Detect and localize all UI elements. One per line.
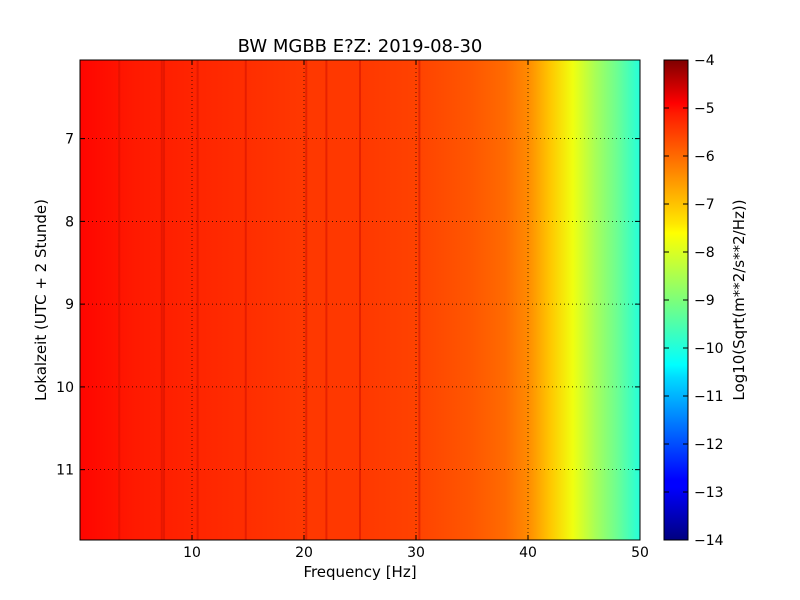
colorbar-tick-label: −8 [694,245,715,261]
plot-area [79,59,641,541]
grid [80,60,640,540]
x-tick-label: 30 [407,545,425,561]
colorbar: −4 −5 −6 −7 −8 −9 −10 −11 −12 −13 −14 [663,53,724,549]
colorbar-ticks: −4 −5 −6 −7 −8 −9 −10 −11 −12 −13 −14 [664,53,724,549]
x-axis-label: Frequency [Hz] [303,563,416,581]
x-tick-label: 50 [631,545,649,561]
colorbar-tick-label: −5 [694,101,715,117]
y-tick-label: 11 [56,463,74,479]
y-tick-label: 10 [56,380,74,396]
colorbar-tick-label: −4 [694,53,715,69]
y-tick-label: 9 [65,297,74,313]
colorbar-tick-label: −14 [694,533,724,549]
colorbar-tick-label: −7 [694,197,715,213]
x-tick-label: 10 [183,545,201,561]
colorbar-tick-label: −6 [694,149,715,165]
colorbar-tick-label: −11 [694,389,724,405]
plot-frame [79,59,641,541]
spectral-lines [118,60,421,540]
colorbar-tick-label: −12 [694,437,724,453]
colorbar-tick-label: −9 [694,293,715,309]
y-axis: 7 8 9 10 11 [56,132,640,479]
y-tick-label: 8 [65,214,74,230]
x-tick-label: 40 [519,545,537,561]
y-axis-label: Lokalzeit (UTC + 2 Stunde) [32,199,50,401]
x-tick-label: 20 [295,545,313,561]
y-tick-label: 7 [65,132,74,148]
colorbar-tick-label: −13 [694,485,724,501]
colorbar-label: Log10(Sqrt(m**2/s**2/Hz)) [730,199,748,400]
colorbar-tick-label: −10 [694,341,724,357]
chart-title: BW MGBB E?Z: 2019-08-30 [238,36,483,57]
x-axis: 10 20 30 40 50 [183,60,649,561]
